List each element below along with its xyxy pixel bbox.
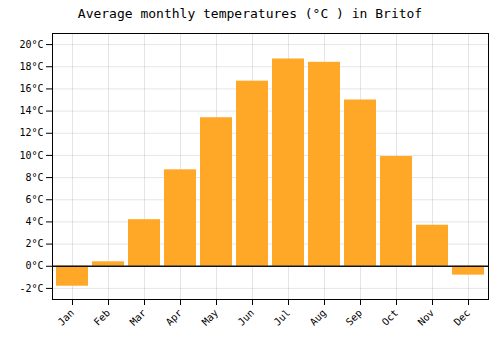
svg-text:20°C: 20°C — [19, 39, 43, 50]
svg-text:16°C: 16°C — [19, 83, 43, 94]
svg-text:Aug: Aug — [308, 307, 329, 328]
svg-text:6°C: 6°C — [25, 194, 43, 205]
svg-text:May: May — [200, 307, 221, 328]
svg-text:-2°C: -2°C — [19, 283, 43, 294]
svg-text:Sep: Sep — [344, 307, 365, 328]
svg-text:Jul: Jul — [272, 307, 293, 328]
html-text:Average monthly temperatures (: Average monthly temperatures (°C ) in Br… — [77, 6, 423, 21]
svg-text:14°C: 14°C — [19, 105, 43, 116]
svg-text:18°C: 18°C — [19, 61, 43, 72]
svg-text:0°C: 0°C — [25, 260, 43, 271]
svg-text:Jan: Jan — [56, 307, 77, 328]
svg-text:10°C: 10°C — [19, 150, 43, 161]
svg-text:Oct: Oct — [380, 307, 401, 328]
svg-text:4°C: 4°C — [25, 216, 43, 227]
svg-text:2°C: 2°C — [25, 238, 43, 249]
svg-text:Mar: Mar — [128, 307, 149, 328]
svg-text:12°C: 12°C — [19, 127, 43, 138]
svg-text:Dec: Dec — [452, 307, 473, 328]
svg-text:8°C: 8°C — [25, 172, 43, 183]
svg-text:Apr: Apr — [164, 307, 185, 328]
svg-text:Nov: Nov — [416, 307, 437, 328]
svg-text:Feb: Feb — [92, 307, 113, 328]
svg-text:Jun: Jun — [236, 307, 257, 328]
